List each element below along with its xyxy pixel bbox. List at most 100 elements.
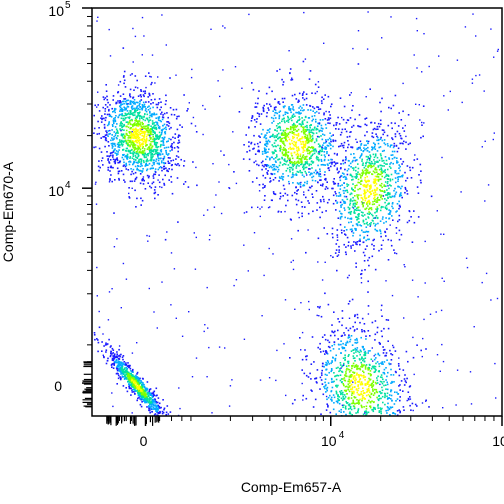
data-point bbox=[371, 400, 373, 402]
data-point bbox=[307, 109, 309, 111]
data-point bbox=[333, 178, 335, 180]
data-point bbox=[167, 146, 170, 149]
data-point bbox=[343, 230, 345, 232]
data-point bbox=[374, 381, 377, 384]
data-point bbox=[367, 352, 369, 354]
data-point bbox=[338, 251, 340, 253]
data-point bbox=[345, 253, 347, 256]
data-point bbox=[119, 160, 121, 163]
data-point bbox=[361, 382, 364, 385]
data-point bbox=[387, 213, 390, 215]
data-point bbox=[316, 209, 318, 211]
data-point bbox=[136, 376, 138, 378]
data-point bbox=[285, 139, 287, 141]
data-point bbox=[344, 233, 346, 235]
data-point bbox=[111, 151, 113, 154]
data-point bbox=[367, 146, 369, 149]
data-point bbox=[295, 174, 298, 176]
data-point bbox=[293, 123, 295, 126]
data-point bbox=[361, 356, 363, 358]
data-point bbox=[341, 365, 344, 367]
data-point bbox=[136, 144, 139, 147]
data-point bbox=[135, 137, 137, 140]
data-point bbox=[108, 145, 110, 147]
data-point bbox=[350, 192, 353, 195]
data-point bbox=[338, 396, 341, 398]
data-point bbox=[385, 384, 387, 386]
data-point bbox=[169, 77, 171, 79]
data-point bbox=[356, 159, 358, 161]
data-point bbox=[301, 206, 304, 208]
data-point bbox=[139, 391, 142, 394]
data-point bbox=[257, 150, 259, 153]
data-point bbox=[112, 158, 115, 161]
data-point bbox=[326, 201, 329, 204]
data-point bbox=[354, 166, 357, 169]
data-point bbox=[165, 149, 167, 152]
data-point bbox=[292, 137, 294, 140]
data-point bbox=[109, 114, 112, 117]
data-point bbox=[343, 389, 346, 392]
data-point bbox=[331, 163, 333, 165]
data-point bbox=[301, 171, 303, 174]
data-point bbox=[112, 166, 114, 169]
data-point bbox=[137, 107, 139, 110]
data-point bbox=[150, 403, 153, 406]
data-point bbox=[149, 151, 151, 153]
data-point bbox=[141, 104, 144, 106]
data-point bbox=[262, 187, 264, 189]
data-point bbox=[330, 103, 333, 105]
data-point bbox=[134, 165, 137, 168]
data-point bbox=[138, 151, 140, 154]
data-point bbox=[379, 376, 382, 378]
data-point bbox=[344, 190, 346, 192]
data-point bbox=[359, 156, 361, 159]
data-point bbox=[416, 158, 419, 160]
data-point bbox=[389, 414, 391, 416]
data-point bbox=[156, 153, 158, 155]
data-point bbox=[174, 137, 176, 139]
data-point bbox=[373, 159, 375, 161]
data-point bbox=[111, 357, 114, 360]
data-point bbox=[310, 363, 313, 365]
data-point bbox=[344, 168, 346, 171]
data-point bbox=[124, 363, 127, 366]
data-point bbox=[373, 165, 375, 167]
data-point bbox=[319, 168, 321, 170]
data-point bbox=[264, 148, 266, 151]
data-point bbox=[349, 211, 351, 213]
data-point bbox=[125, 387, 127, 389]
data-point bbox=[140, 138, 143, 141]
data-point bbox=[124, 112, 127, 115]
data-point bbox=[336, 168, 338, 171]
data-point bbox=[285, 151, 287, 153]
data-point bbox=[132, 380, 135, 382]
data-point bbox=[282, 101, 284, 103]
data-point bbox=[395, 145, 398, 147]
data-point bbox=[103, 356, 105, 358]
data-point bbox=[337, 374, 340, 377]
data-point bbox=[162, 411, 165, 414]
data-point bbox=[134, 109, 137, 112]
data-point bbox=[409, 166, 411, 169]
data-point bbox=[389, 163, 391, 165]
data-point bbox=[115, 158, 118, 160]
data-point bbox=[128, 366, 131, 368]
data-point bbox=[146, 144, 148, 146]
data-point bbox=[357, 209, 360, 211]
data-point bbox=[136, 133, 138, 135]
data-point bbox=[170, 160, 172, 162]
data-point bbox=[97, 165, 100, 168]
data-point bbox=[380, 408, 382, 411]
data-point bbox=[133, 384, 135, 387]
data-point bbox=[311, 115, 313, 118]
data-point bbox=[315, 190, 318, 192]
data-point bbox=[129, 379, 132, 382]
data-point bbox=[304, 181, 306, 184]
data-point bbox=[290, 176, 293, 179]
data-point bbox=[157, 404, 159, 407]
data-point bbox=[219, 95, 221, 98]
data-point bbox=[155, 126, 157, 129]
data-point bbox=[300, 124, 303, 126]
data-point bbox=[373, 127, 376, 130]
